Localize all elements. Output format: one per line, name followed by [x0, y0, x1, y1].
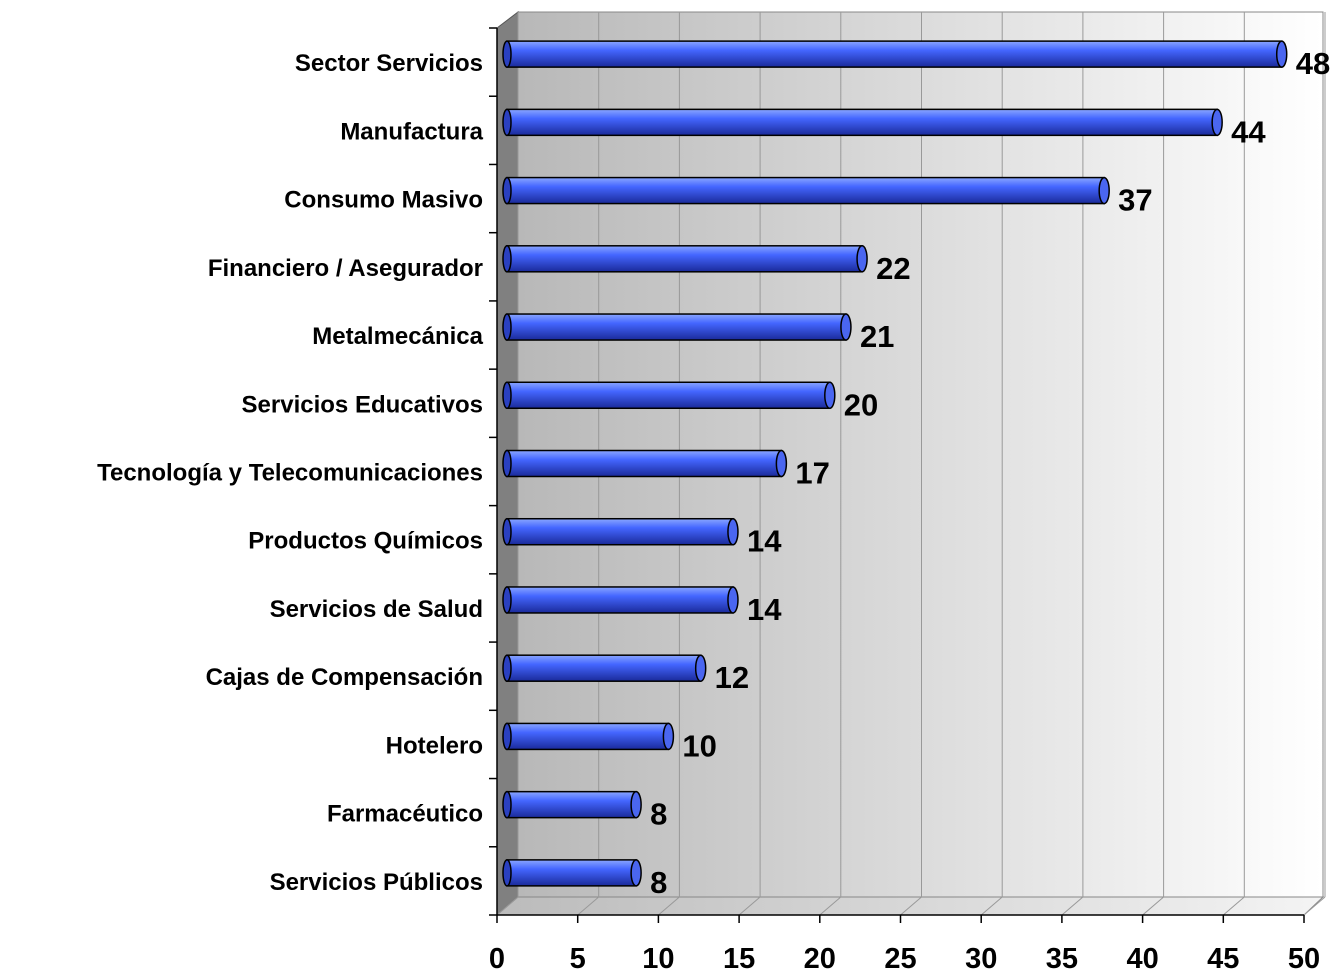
y-tick-label: Manufactura — [340, 118, 483, 145]
y-tick-label: Servicios de Salud — [270, 596, 483, 623]
y-tick-label: Productos Químicos — [248, 528, 483, 555]
bar-end-cap — [856, 245, 868, 273]
bar-start-cap — [502, 859, 512, 887]
bar-start-cap — [502, 449, 512, 478]
bar — [506, 449, 783, 478]
bar-start-cap — [502, 245, 512, 273]
x-tick-label: 25 — [884, 943, 916, 975]
bar — [506, 381, 831, 410]
bar-end-cap — [1211, 108, 1223, 137]
bar — [506, 790, 637, 819]
bar-start-cap — [502, 654, 512, 682]
value-label: 48 — [1296, 46, 1330, 81]
y-tick-label: Financiero / Asegurador — [208, 255, 483, 282]
bar-start-cap — [502, 381, 512, 410]
bar — [506, 722, 670, 751]
bar-start-cap — [502, 586, 512, 614]
bar-start-cap — [502, 40, 512, 68]
value-label: 20 — [844, 387, 878, 422]
bar-start-cap — [502, 108, 512, 137]
bar-end-cap — [694, 654, 707, 682]
bar — [506, 654, 702, 682]
bar — [506, 586, 734, 614]
bar — [506, 40, 1283, 68]
bar — [506, 108, 1218, 137]
x-tick-label: 50 — [1288, 943, 1320, 975]
y-tick-label: Tecnología y Telecomunicaciones — [97, 460, 483, 487]
grid-line — [1222, 896, 1245, 916]
bar-end-cap — [727, 517, 739, 546]
y-tick-label: Farmacéutico — [327, 801, 483, 828]
x-tick-label: 20 — [804, 943, 836, 975]
grid-line — [658, 896, 680, 916]
bar-end-cap — [630, 790, 642, 819]
x-tick-label: 35 — [1046, 943, 1078, 975]
bar-start-cap — [502, 313, 512, 341]
bar-end-cap — [1098, 176, 1110, 205]
value-label: 14 — [747, 592, 782, 627]
bar — [506, 859, 637, 887]
bar-end-cap — [1275, 40, 1288, 68]
x-tick-label: 30 — [965, 943, 997, 975]
value-label: 10 — [682, 728, 716, 763]
bar-end-cap — [840, 313, 852, 341]
grid-line — [900, 896, 922, 916]
value-label: 21 — [860, 319, 894, 354]
bar — [506, 245, 863, 273]
x-tick-label: 10 — [642, 943, 674, 975]
bar-end-cap — [727, 586, 739, 614]
grid-line — [1061, 896, 1084, 916]
y-tick-label: Sector Servicios — [295, 50, 483, 77]
value-label: 8 — [650, 797, 667, 832]
value-label: 8 — [650, 865, 667, 900]
value-label: 14 — [747, 524, 782, 559]
bar-start-cap — [502, 790, 512, 819]
bar-end-cap — [630, 859, 642, 887]
bar-end-cap — [824, 381, 836, 410]
y-tick-label: Consumo Masivo — [284, 187, 483, 214]
value-label: 22 — [876, 251, 910, 286]
y-tick-label: Hotelero — [386, 732, 483, 759]
bar — [506, 313, 847, 341]
grid-line — [819, 896, 842, 916]
value-label: 17 — [795, 456, 829, 491]
x-tick-label: 40 — [1126, 943, 1158, 975]
y-tick-label: Cajas de Compensación — [206, 664, 483, 691]
grid-line — [980, 896, 1003, 916]
bar-start-cap — [502, 517, 512, 546]
x-tick-label: 0 — [489, 943, 505, 975]
value-label: 12 — [715, 660, 749, 695]
x-tick-label: 15 — [723, 943, 755, 975]
bar — [506, 517, 734, 546]
bar — [506, 176, 1105, 205]
y-tick-label: Metalmecánica — [312, 323, 483, 350]
floor — [495, 896, 1325, 916]
bar-end-cap — [775, 449, 788, 478]
value-label: 44 — [1231, 114, 1266, 149]
y-tick-label: Servicios Públicos — [270, 869, 483, 896]
grid-line — [496, 896, 519, 916]
grid-line — [738, 896, 761, 916]
grid-line — [577, 896, 600, 916]
grid-line — [1303, 896, 1326, 916]
value-label: 37 — [1118, 183, 1152, 218]
x-tick-label: 5 — [570, 943, 586, 975]
x-tick-label: 45 — [1207, 943, 1239, 975]
bar-start-cap — [502, 722, 512, 751]
bar-start-cap — [502, 176, 512, 205]
bar-end-cap — [662, 722, 675, 751]
grid-line — [1142, 896, 1164, 916]
y-tick-label: Servicios Educativos — [242, 391, 483, 418]
